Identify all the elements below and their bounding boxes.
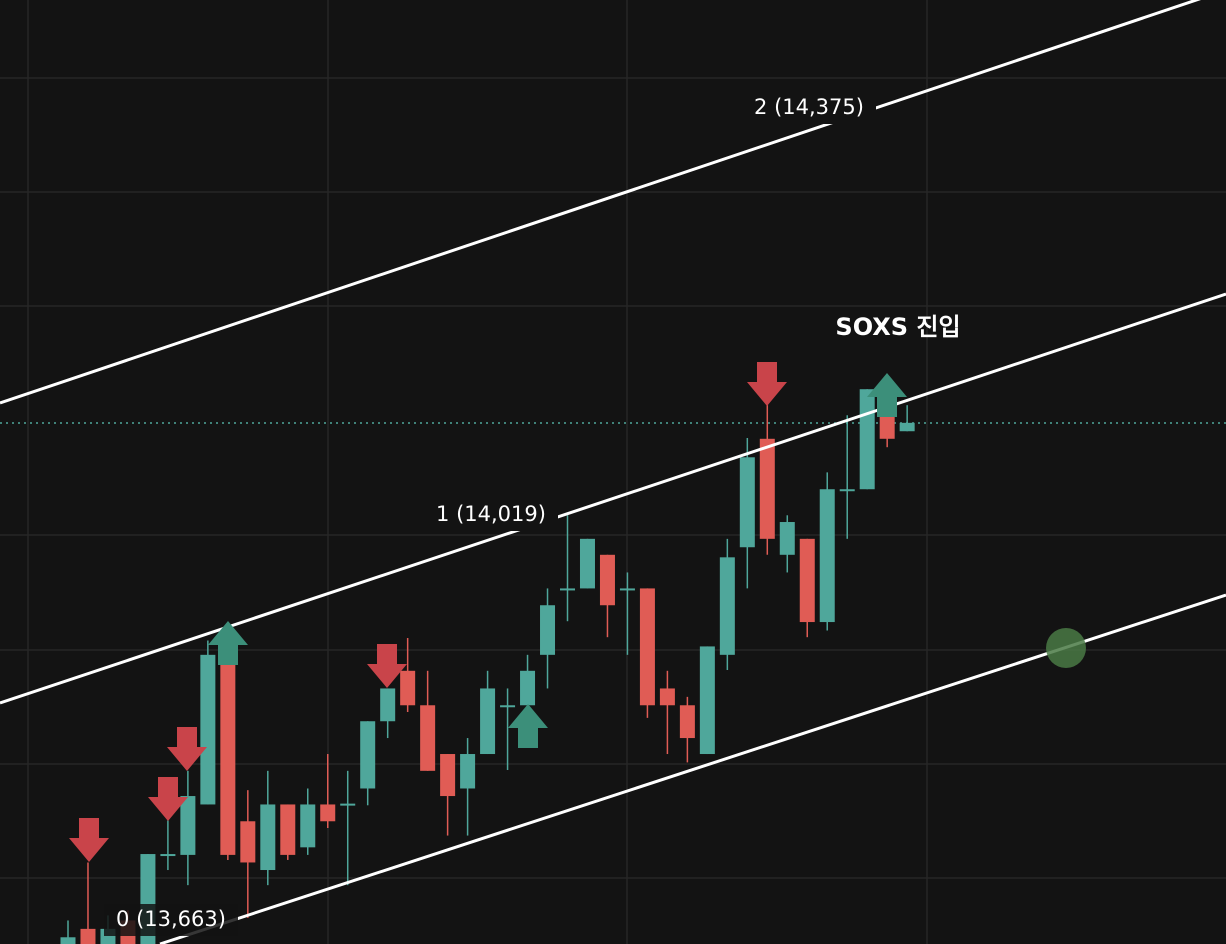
candle-body (400, 670, 416, 706)
candle-body (819, 489, 835, 623)
candle-body (639, 588, 655, 706)
candles (60, 389, 915, 944)
signal-arrows (69, 362, 907, 862)
candle-body (360, 721, 376, 789)
candle-body (180, 796, 196, 855)
candle-body (579, 538, 595, 589)
candle-body (280, 804, 296, 855)
candle-body (340, 803, 356, 806)
candle-body (380, 688, 396, 722)
candle-body (60, 937, 76, 944)
candle-body (480, 688, 496, 755)
candle-body (899, 422, 915, 432)
candle-body (80, 928, 96, 944)
candle-body (560, 588, 575, 591)
candle-body (460, 754, 476, 789)
candle-body (839, 489, 855, 492)
candle-body (799, 538, 815, 623)
candle-body (220, 664, 236, 855)
channel-label: 0 (13,663) (116, 907, 226, 931)
candle-body (619, 588, 635, 591)
candle-body (699, 646, 715, 755)
candle-body (160, 854, 176, 857)
marker (1046, 628, 1086, 668)
channel-line (0, 0, 1202, 405)
annotation: SOXS 진입 (835, 313, 960, 341)
candle-body (739, 457, 755, 548)
candle-body (300, 804, 316, 848)
label-bg (742, 92, 876, 124)
candle-body (599, 554, 615, 606)
candle-body (859, 389, 875, 490)
candle-body (200, 654, 216, 805)
candle-body (420, 705, 436, 771)
candle-body (540, 605, 556, 655)
label-bg (104, 904, 238, 936)
candle-body (719, 557, 735, 655)
candle-body (320, 804, 336, 822)
candle-body (260, 804, 276, 871)
candle-body (440, 754, 456, 797)
candle-body (679, 705, 695, 739)
channel-label: 1 (14,019) (436, 502, 546, 526)
candle-body (500, 705, 516, 708)
candle-body (759, 438, 775, 539)
candle-body (659, 688, 675, 706)
candle-body (779, 522, 795, 555)
candle-body (520, 670, 536, 706)
label-bg (424, 499, 558, 531)
channel-label: 2 (14,375) (754, 95, 864, 119)
candle-body (240, 821, 256, 863)
channel-line (0, 292, 1226, 705)
